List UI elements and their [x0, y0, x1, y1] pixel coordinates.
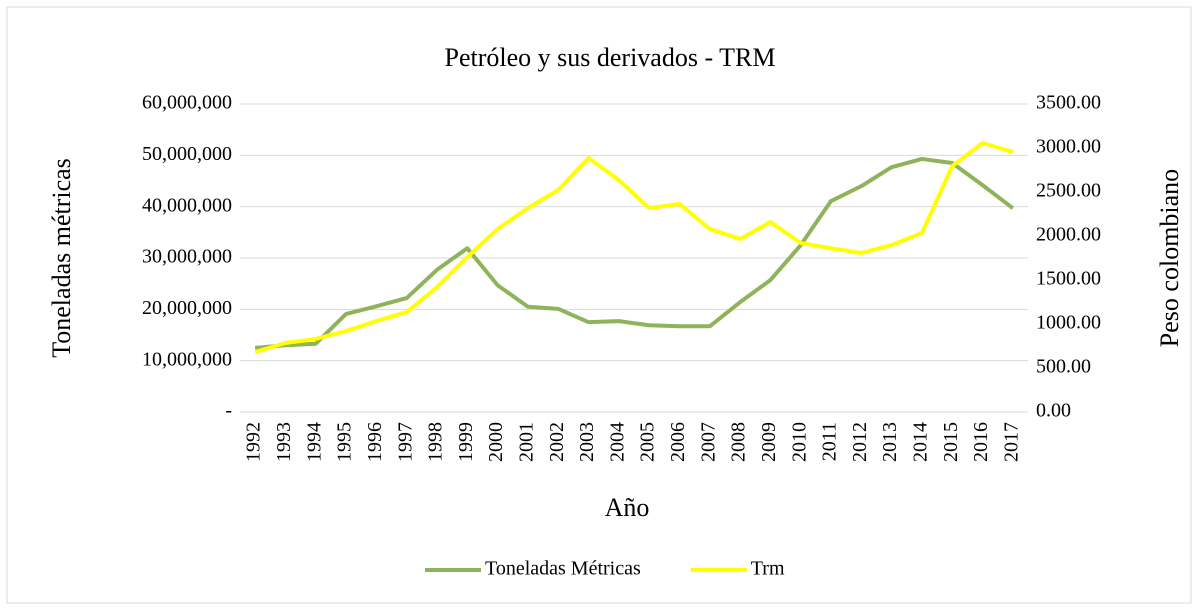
legend-label: Trm: [751, 558, 785, 580]
x-tick-label: 2006: [667, 422, 689, 462]
x-tick-label: 2003: [576, 422, 598, 462]
x-tick-label: 2017: [1000, 422, 1022, 462]
x-tick-label: 2013: [879, 422, 901, 462]
x-tick-label: 2001: [516, 422, 538, 462]
x-tick-label: 1995: [334, 422, 356, 462]
y2-axis-title: Peso colombiano: [1155, 169, 1184, 347]
x-tick-label: 2008: [728, 422, 750, 462]
series-line: [254, 140, 1014, 354]
x-tick-label: 2002: [546, 422, 568, 462]
y-tick-label: 30,000,000: [142, 246, 232, 268]
x-tick-label: 2004: [606, 422, 628, 462]
x-tick-label: 2007: [697, 422, 719, 462]
x-tick-label: 1994: [303, 422, 325, 462]
x-tick-label: 1998: [425, 422, 447, 462]
y2-tick-label: 2500.00: [1036, 180, 1101, 202]
x-tick-label: 2009: [758, 422, 780, 462]
x-tick-label: 1997: [394, 422, 416, 462]
y2-tick-label: 1000.00: [1036, 312, 1101, 334]
y-tick-label: -: [225, 400, 232, 422]
y2-tick-label: 3500.00: [1036, 92, 1101, 114]
y-tick-label: 10,000,000: [142, 348, 232, 370]
x-tick-label: 2005: [637, 422, 659, 462]
x-tick-label: 1992: [243, 422, 265, 462]
y-axis-title: Toneladas métricas: [47, 158, 76, 358]
y2-tick-label: 1500.00: [1036, 268, 1101, 290]
x-tick-label: 2014: [910, 422, 932, 462]
legend-label: Toneladas Métricas: [485, 558, 641, 580]
chart-border: [6, 6, 1192, 604]
x-tick-label: 1999: [455, 422, 477, 462]
x-axis-title: Año: [605, 493, 650, 522]
x-tick-label: 2011: [819, 422, 841, 461]
x-tick-label: 2016: [970, 422, 992, 462]
y-tick-label: 20,000,000: [142, 297, 232, 319]
x-tick-label: 2015: [940, 422, 962, 462]
chart-title: Petróleo y sus derivados - TRM: [445, 43, 776, 72]
y2-tick-label: 2000.00: [1036, 224, 1101, 246]
y-tick-label: 40,000,000: [142, 194, 232, 216]
x-tick-label: 2000: [485, 422, 507, 462]
y-tick-label: 50,000,000: [142, 143, 232, 165]
x-tick-label: 1996: [364, 422, 386, 462]
y-tick-label: 60,000,000: [142, 92, 232, 114]
x-tick-label: 1993: [273, 422, 295, 462]
y2-tick-label: 3000.00: [1036, 136, 1101, 158]
y2-tick-label: 500.00: [1036, 356, 1091, 378]
y2-tick-label: 0.00: [1036, 400, 1071, 422]
x-tick-label: 2012: [849, 422, 871, 462]
series-line: [254, 156, 1015, 350]
x-tick-label: 2010: [788, 422, 810, 462]
